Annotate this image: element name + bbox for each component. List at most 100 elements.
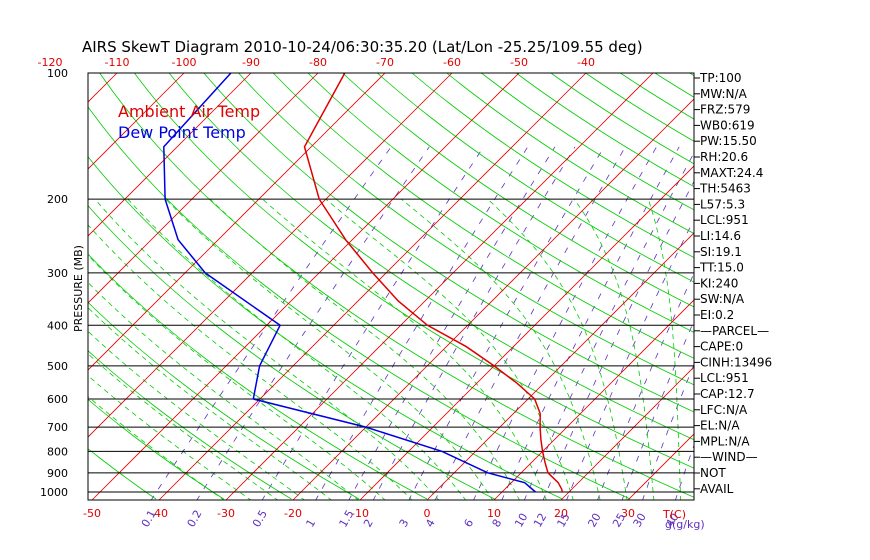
dry-adiabat-line bbox=[99, 73, 694, 498]
dry-adiabat-line bbox=[88, 156, 563, 500]
side-label: MW:N/A bbox=[700, 87, 748, 101]
dry-adiabat-line bbox=[238, 73, 694, 386]
moist-adiabat-line bbox=[88, 396, 225, 500]
side-label: NOT bbox=[700, 466, 726, 480]
bottom-temp-tick-label: -20 bbox=[284, 507, 302, 520]
isotherm-line bbox=[88, 73, 118, 103]
mixing-ratio-label: 12 bbox=[531, 511, 549, 530]
mixing-ratio-line bbox=[150, 146, 392, 500]
moist-adiabat-line bbox=[573, 198, 655, 500]
dry-adiabat-line bbox=[342, 73, 694, 308]
bottom-temp-tick-label: -10 bbox=[351, 507, 369, 520]
side-label: MAXT:24.4 bbox=[700, 166, 763, 180]
dry-adiabat-line bbox=[88, 253, 428, 500]
moist-adiabat-line bbox=[88, 281, 359, 500]
side-label: CAP:12.7 bbox=[700, 387, 755, 401]
dry-adiabat-line bbox=[88, 398, 224, 500]
bottom-temp-tick-label: 20 bbox=[554, 507, 568, 520]
top-temp-tick-label: -90 bbox=[242, 56, 260, 69]
moist-adiabats bbox=[88, 198, 682, 500]
x-axis-label: T(C) bbox=[662, 508, 686, 521]
isotherm-line bbox=[88, 73, 185, 170]
dry-adiabat-line bbox=[481, 73, 694, 211]
bottom-temp-tick-label: -50 bbox=[83, 507, 101, 520]
series-line-dew-point-temp bbox=[163, 73, 536, 493]
dry-adiabat-line bbox=[88, 106, 631, 500]
side-label: LFC:N/A bbox=[700, 403, 748, 417]
top-temp-tick-label: -60 bbox=[443, 56, 461, 69]
side-label: RH:20.6 bbox=[700, 150, 748, 164]
pressure-tick-label: 900 bbox=[47, 467, 68, 480]
plot-frame bbox=[87, 72, 695, 501]
isotherm-line bbox=[225, 73, 654, 500]
mixing-ratio-label: 40 bbox=[663, 511, 681, 530]
bottom-temp-tick-label: -40 bbox=[150, 507, 168, 520]
mixing-ratio-label: 1 bbox=[303, 517, 318, 530]
chart-title: AIRS SkewT Diagram 2010-10-24/06:30:35.2… bbox=[82, 38, 643, 56]
legend-ambient-air-temp: Ambient Air Temp bbox=[118, 102, 260, 121]
isotherm-line bbox=[829, 73, 870, 500]
side-label: LI:14.6 bbox=[700, 229, 741, 243]
pressure-tick-label: 700 bbox=[47, 421, 68, 434]
moist-adiabat-line bbox=[88, 254, 386, 500]
side-label: LCL:951 bbox=[700, 213, 749, 227]
top-temp-tick-label: -50 bbox=[510, 56, 528, 69]
series-line-ambient-air-temp bbox=[303, 73, 564, 493]
bottom-temp-tick-label: 30 bbox=[621, 507, 635, 520]
dry-adiabat-line bbox=[759, 73, 870, 499]
side-label: TT:15.0 bbox=[699, 261, 744, 275]
moist-adiabat-line bbox=[88, 224, 413, 500]
mixing-ratio-line bbox=[473, 146, 657, 500]
moist-adiabat-line bbox=[127, 198, 467, 500]
top-temp-tick-label: -100 bbox=[172, 56, 197, 69]
dry-adiabat-line bbox=[0, 73, 20, 499]
mixing-ratio-line bbox=[372, 146, 576, 500]
dry-adiabat-line bbox=[446, 73, 694, 234]
moist-adiabat-line bbox=[647, 198, 682, 500]
pressure-tick-label: 300 bbox=[47, 267, 68, 280]
moist-adiabat-line bbox=[88, 330, 306, 500]
mixing-ratio-line bbox=[434, 146, 626, 500]
bottom-temp-ticks: -50 -40 -30 -20 -10 0 10 20 30 bbox=[83, 507, 635, 520]
mixing-ratio-label: 3 bbox=[397, 517, 412, 530]
pressure-tick-label: 1000 bbox=[40, 486, 68, 499]
dry-adiabat-line bbox=[168, 73, 694, 441]
isotherm-line bbox=[88, 73, 453, 438]
moist-adiabat-line bbox=[165, 198, 494, 500]
mixing-ratio-line bbox=[501, 146, 680, 500]
isotherm-line bbox=[560, 366, 694, 500]
dry-adiabat-line bbox=[88, 350, 292, 500]
side-label: MPL:N/A bbox=[700, 434, 750, 448]
top-temp-ticks: -120 -110 -100 -90 -80 -70 -60 -50 -40 bbox=[38, 56, 595, 69]
legend: Ambient Air Temp Dew Point Temp bbox=[118, 102, 260, 142]
mixing-ratio-label: 25 bbox=[610, 511, 628, 530]
data-series bbox=[163, 73, 564, 493]
top-temp-tick-label: -80 bbox=[309, 56, 327, 69]
mixing-ratio-label: 0.5 bbox=[250, 508, 270, 530]
isotherms bbox=[88, 73, 870, 500]
side-label: TH:5463 bbox=[699, 182, 751, 196]
dry-adiabat-line bbox=[794, 73, 870, 499]
dry-adiabat-line bbox=[377, 73, 694, 283]
mixing-ratio-line bbox=[542, 180, 694, 500]
bottom-temp-tick-label: -30 bbox=[217, 507, 235, 520]
moist-adiabat-line bbox=[262, 198, 547, 500]
side-label: WB0:619 bbox=[700, 118, 755, 132]
side-label: CAPE:0 bbox=[700, 340, 743, 354]
side-label: LCL:951 bbox=[700, 371, 749, 385]
mixing-ratio-line bbox=[196, 146, 430, 500]
side-label: EI:0.2 bbox=[700, 308, 734, 322]
moist-adiabat-line bbox=[401, 198, 601, 500]
bottom-temp-tick-label: 10 bbox=[487, 507, 501, 520]
pressure-tick-label: 200 bbox=[47, 193, 68, 206]
isotherm-line bbox=[91, 73, 520, 500]
moist-adiabat-line bbox=[325, 198, 574, 500]
dry-adiabat-line bbox=[203, 73, 694, 413]
isotherm-line bbox=[359, 165, 694, 500]
mixing-ratio-label: 10 bbox=[512, 511, 530, 530]
moist-adiabat-line bbox=[94, 198, 440, 500]
isotherm-line bbox=[426, 232, 694, 500]
isotherm-line bbox=[88, 73, 386, 371]
pressure-tick-label: 100 bbox=[47, 67, 68, 80]
